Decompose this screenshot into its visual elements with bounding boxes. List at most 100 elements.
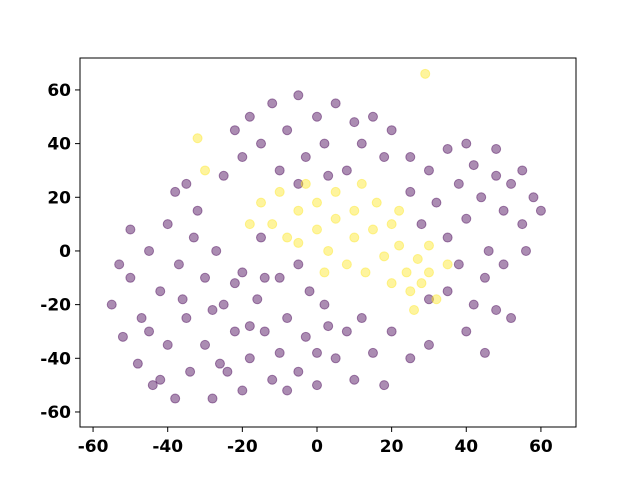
point xyxy=(360,267,371,278)
point xyxy=(300,178,311,189)
point xyxy=(256,232,267,243)
point xyxy=(293,178,304,189)
point xyxy=(367,347,378,358)
point xyxy=(330,186,341,197)
point xyxy=(200,339,211,350)
point xyxy=(453,178,464,189)
point xyxy=(132,358,143,369)
point xyxy=(491,304,502,315)
point xyxy=(379,380,390,391)
x-tick-label: 0 xyxy=(311,437,323,457)
point xyxy=(207,304,218,315)
point xyxy=(401,267,412,278)
point xyxy=(371,197,382,208)
point xyxy=(394,240,405,251)
point xyxy=(214,358,225,369)
point xyxy=(479,272,490,283)
point xyxy=(367,111,378,122)
point xyxy=(461,213,472,224)
point xyxy=(491,143,502,154)
point xyxy=(125,272,136,283)
point xyxy=(173,259,184,270)
point xyxy=(423,294,434,305)
point xyxy=(256,197,267,208)
point xyxy=(498,259,509,270)
point xyxy=(244,219,255,230)
point xyxy=(207,393,218,404)
point xyxy=(431,294,442,305)
point xyxy=(293,237,304,248)
point xyxy=(517,165,528,176)
point xyxy=(200,165,211,176)
point xyxy=(442,286,453,297)
y-tick-label: 20 xyxy=(47,188,71,208)
x-tick-label: -20 xyxy=(227,437,258,457)
point xyxy=(155,286,166,297)
point xyxy=(323,321,334,332)
point xyxy=(405,353,416,364)
point xyxy=(394,205,405,216)
point xyxy=(293,90,304,101)
point xyxy=(293,259,304,270)
point xyxy=(367,224,378,235)
point xyxy=(170,393,181,404)
point xyxy=(349,374,360,385)
point xyxy=(229,125,240,136)
point xyxy=(517,219,528,230)
point xyxy=(259,272,270,283)
point xyxy=(267,98,278,109)
point xyxy=(349,117,360,128)
y-tick-label: 40 xyxy=(47,135,71,155)
point xyxy=(144,245,155,256)
point xyxy=(468,160,479,171)
point xyxy=(506,313,517,324)
point xyxy=(177,294,188,305)
point xyxy=(423,339,434,350)
point xyxy=(442,259,453,270)
point xyxy=(185,366,196,377)
point xyxy=(155,374,166,385)
point xyxy=(170,186,181,197)
point xyxy=(259,326,270,337)
point xyxy=(386,278,397,289)
y-tick-label: -40 xyxy=(40,349,71,369)
point xyxy=(330,98,341,109)
points xyxy=(106,68,546,404)
point xyxy=(491,170,502,181)
point xyxy=(520,245,531,256)
point xyxy=(229,326,240,337)
point xyxy=(274,347,285,358)
point xyxy=(218,299,229,310)
y-tick-label: 60 xyxy=(47,81,71,101)
point xyxy=(274,186,285,197)
point xyxy=(341,259,352,270)
point xyxy=(229,278,240,289)
point xyxy=(237,267,248,278)
point xyxy=(211,245,222,256)
point xyxy=(192,133,203,144)
point xyxy=(479,347,490,358)
point xyxy=(386,219,397,230)
point xyxy=(319,138,330,149)
point xyxy=(125,224,136,235)
x-tick-label: -60 xyxy=(78,437,109,457)
point xyxy=(218,170,229,181)
x-tick-label: 20 xyxy=(380,437,404,457)
point xyxy=(386,326,397,337)
point xyxy=(319,267,330,278)
point xyxy=(356,313,367,324)
point xyxy=(114,259,125,270)
point xyxy=(293,366,304,377)
point xyxy=(200,272,211,283)
x-tick-label: 40 xyxy=(454,437,478,457)
point xyxy=(356,138,367,149)
point xyxy=(341,326,352,337)
point xyxy=(528,192,539,203)
point xyxy=(162,339,173,350)
point xyxy=(244,321,255,332)
point xyxy=(319,299,330,310)
point xyxy=(349,205,360,216)
point xyxy=(442,232,453,243)
